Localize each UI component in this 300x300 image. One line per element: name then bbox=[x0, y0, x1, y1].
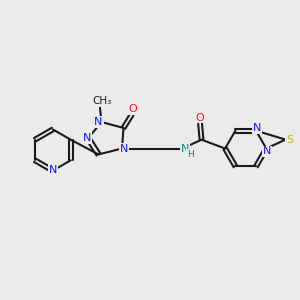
Text: H: H bbox=[187, 150, 194, 159]
Text: CH₃: CH₃ bbox=[93, 96, 112, 106]
Text: S: S bbox=[286, 135, 293, 145]
Text: N: N bbox=[82, 133, 91, 143]
Text: N: N bbox=[181, 144, 189, 154]
Text: N: N bbox=[49, 165, 57, 175]
Text: O: O bbox=[128, 104, 137, 114]
Text: N: N bbox=[252, 123, 261, 133]
Text: N: N bbox=[94, 117, 103, 127]
Text: N: N bbox=[263, 146, 271, 157]
Text: O: O bbox=[196, 112, 204, 123]
Text: N: N bbox=[120, 143, 129, 154]
